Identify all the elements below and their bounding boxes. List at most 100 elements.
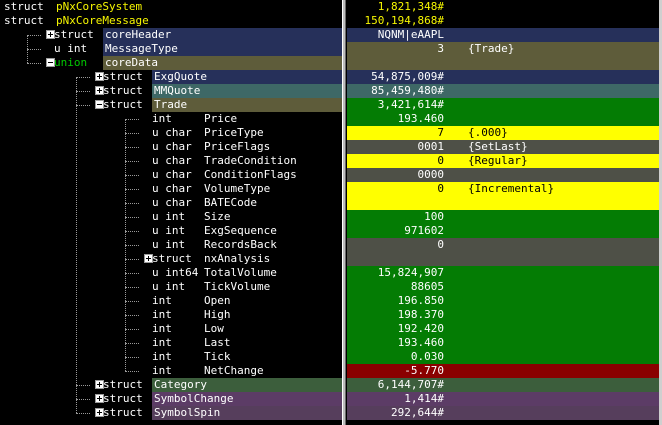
tree-guide-line [125,371,139,372]
expand-icon[interactable] [144,254,153,263]
tree-guide-line [76,91,90,92]
field-value: 54,875,009# [371,70,444,83]
row-name-background [202,112,342,126]
field-name-label: RecordsBack [204,238,277,251]
collapse-icon[interactable] [95,100,104,109]
field-type-label: struct [4,14,44,27]
tree-row[interactable]: int Tick 0.030 [0,350,659,364]
column-splitter[interactable] [342,0,346,425]
expand-icon[interactable] [95,380,104,389]
field-type-label: u int64 [152,266,199,279]
tree-row[interactable]: struct coreHeader NQNM|eAAPL [0,28,659,42]
tree-row[interactable]: u int ExgSequence 971602 [0,224,659,238]
expand-icon[interactable] [46,30,55,39]
field-name-label: coreHeader [105,28,172,41]
tree-guide-line [125,343,139,344]
field-type-label: struct [4,0,44,13]
field-type-label: struct [152,252,192,265]
tree-row[interactable]: union coreData [0,56,659,70]
field-name-label: BATECode [204,196,257,209]
tree-guide-line [76,385,90,386]
row-name-background [152,392,342,406]
tree-guide-line [125,301,139,302]
tree-row[interactable]: int NetChange -5.770 [0,364,659,378]
tree-row[interactable]: u char PriceType 7 {.000} [0,126,659,140]
tree-row[interactable]: int Last 193.460 [0,336,659,350]
field-type-label: int [152,322,172,335]
tree-row[interactable]: int High 198.370 [0,308,659,322]
tree-row[interactable]: u char BATECode [0,196,659,210]
tree-row[interactable]: u int64 TotalVolume 15,824,907 [0,266,659,280]
field-name-label: MessageType [105,42,178,55]
row-name-background [152,406,342,420]
expand-icon[interactable] [95,86,104,95]
expand-icon[interactable] [95,408,104,417]
field-value: 198.370 [397,308,444,321]
tree-row[interactable]: int Low 192.420 [0,322,659,336]
field-name-label: Tick [204,350,231,363]
row-value-background [347,0,659,14]
tree-row[interactable]: struct Trade 3,421,614# [0,98,659,112]
field-value: 193.460 [397,336,444,349]
field-type-label: struct [103,392,143,405]
field-value: 1,414# [404,392,444,405]
row-name-background [202,294,342,308]
tree-row[interactable]: int Price 193.460 [0,112,659,126]
row-value-background [347,42,659,56]
field-annotation: {Trade} [468,42,515,55]
tree-row[interactable]: u char TradeCondition 0 {Regular} [0,154,659,168]
field-value [347,196,444,210]
field-value: 193.460 [397,112,444,125]
row-value-background [347,322,659,336]
tree-row[interactable]: u char VolumeType 0 {Incremental} [0,182,659,196]
field-type-label: u char [152,154,192,167]
tree-row[interactable]: struct pNxCoreMessage 150,194,868# [0,14,659,28]
tree-row[interactable]: struct SymbolChange 1,414# [0,392,659,406]
row-value-background [347,294,659,308]
row-name-background [202,322,342,336]
field-value: 0 [437,182,444,195]
row-value-background [347,364,659,378]
vertical-scrollbar[interactable] [659,0,662,425]
tree-row[interactable]: struct SymbolSpin 292,644# [0,406,659,420]
field-name-label: MMQuote [154,84,201,97]
field-type-label: int [152,112,172,125]
field-value: 0001 [417,140,445,153]
field-type-label: u int [152,238,186,251]
tree-row[interactable]: u int Size 100 [0,210,659,224]
field-name-label: ExgSequence [204,224,277,237]
field-name-label: PriceFlags [204,140,271,153]
row-value-background [347,140,659,154]
tree-row[interactable]: int Open 196.850 [0,294,659,308]
row-name-background [54,14,342,28]
field-type-label: int [152,294,172,307]
field-name-label: Trade [154,98,188,111]
tree-row[interactable]: u int TickVolume 88605 [0,280,659,294]
tree-row[interactable]: struct Category 6,144,707# [0,378,659,392]
field-value: -5.770 [404,364,444,377]
tree-guide-line [125,147,139,148]
tree-row[interactable]: struct pNxCoreSystem 1,821,348# [0,0,659,14]
field-value: 292,644# [391,406,444,419]
field-type-label: u int [54,42,88,55]
field-name-label: Size [204,210,231,223]
field-type-label: u char [152,168,192,181]
tree-row[interactable]: u char PriceFlags 0001 {SetLast} [0,140,659,154]
expand-icon[interactable] [95,394,104,403]
tree-row[interactable]: u char ConditionFlags 0000 [0,168,659,182]
tree-row[interactable]: struct nxAnalysis [0,252,659,266]
field-name-label: SymbolSpin [154,406,221,419]
tree-row[interactable]: u int MessageType 3 {Trade} [0,42,659,56]
tree-guide-line [76,77,90,78]
row-name-background [54,0,342,14]
tree-row[interactable]: struct MMQuote 85,459,480# [0,84,659,98]
row-name-background [152,70,342,84]
tree-guide-line [125,133,139,134]
row-name-background [202,168,342,182]
expand-icon[interactable] [95,72,104,81]
collapse-icon[interactable] [46,58,55,67]
field-name-label: PriceType [204,126,264,139]
tree-guide-line [76,105,90,106]
tree-row[interactable]: u int RecordsBack 0 [0,238,659,252]
tree-row[interactable]: struct ExgQuote 54,875,009# [0,70,659,84]
